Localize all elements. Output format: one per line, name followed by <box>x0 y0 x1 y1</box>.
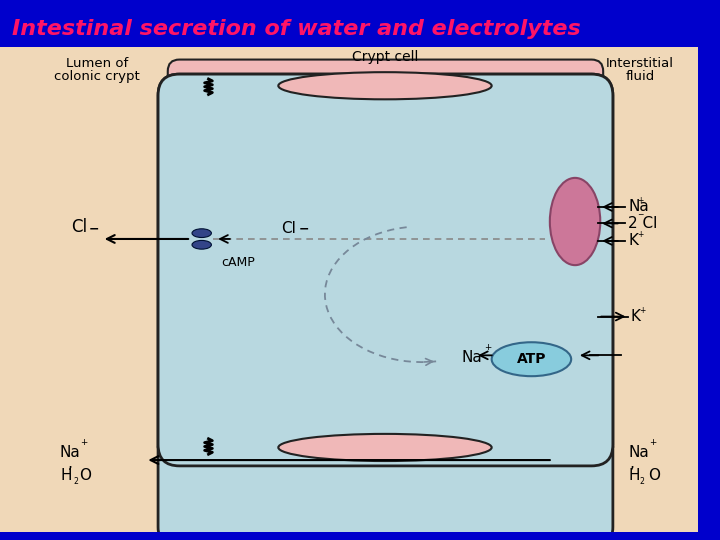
Text: Cl: Cl <box>282 221 296 236</box>
Text: H: H <box>60 468 72 483</box>
Text: Cl: Cl <box>71 218 87 236</box>
Text: $\mathbf{-}$: $\mathbf{-}$ <box>89 222 99 235</box>
Text: $^+$: $^+$ <box>483 343 493 356</box>
Text: O: O <box>648 468 660 483</box>
Text: 2 Cl: 2 Cl <box>629 216 658 231</box>
Text: $^+$: $^+$ <box>648 438 658 451</box>
FancyBboxPatch shape <box>158 74 613 466</box>
Ellipse shape <box>279 434 492 461</box>
Text: $^-$: $^-$ <box>636 213 645 222</box>
FancyBboxPatch shape <box>168 59 603 112</box>
Text: $_2$: $_2$ <box>73 475 80 488</box>
Ellipse shape <box>279 72 492 99</box>
Text: Na: Na <box>60 445 80 460</box>
Text: O: O <box>79 468 91 483</box>
Text: $^+$: $^+$ <box>636 230 645 240</box>
Text: $_2$: $_2$ <box>639 475 645 488</box>
Text: Na: Na <box>629 199 649 214</box>
Ellipse shape <box>192 240 212 249</box>
Text: H: H <box>629 468 640 483</box>
Text: Crypt cell: Crypt cell <box>352 50 418 64</box>
Text: $^+$: $^+$ <box>638 306 647 316</box>
Text: $\mathbf{-}$: $\mathbf{-}$ <box>297 222 309 235</box>
Text: colonic crypt: colonic crypt <box>54 70 140 83</box>
Text: fluid: fluid <box>626 70 654 83</box>
Text: ATP: ATP <box>517 352 546 366</box>
Ellipse shape <box>550 178 600 265</box>
Text: Na: Na <box>462 350 482 365</box>
Ellipse shape <box>192 229 212 238</box>
Text: Na: Na <box>629 445 649 460</box>
Text: K: K <box>630 309 640 324</box>
Ellipse shape <box>492 342 571 376</box>
Text: $^+$: $^+$ <box>79 438 89 451</box>
FancyBboxPatch shape <box>158 74 613 466</box>
Text: Interstitial: Interstitial <box>606 57 674 70</box>
Text: ,: , <box>630 456 635 471</box>
Text: $^+$: $^+$ <box>636 196 645 206</box>
Text: Lumen of: Lumen of <box>66 57 128 70</box>
FancyBboxPatch shape <box>158 428 613 540</box>
Text: K: K <box>629 233 639 248</box>
Bar <box>0 8 698 47</box>
Text: cAMP: cAMP <box>221 256 255 269</box>
Text: ,: , <box>68 456 72 471</box>
Text: Intestinal secretion of water and electrolytes: Intestinal secretion of water and electr… <box>12 18 580 38</box>
